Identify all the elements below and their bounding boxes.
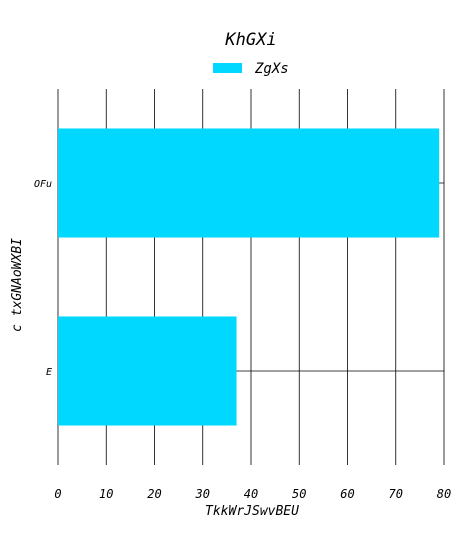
y-category-label-1: E xyxy=(46,367,52,378)
legend-label: ZgXs xyxy=(254,61,289,77)
bars xyxy=(58,128,440,426)
x-tick-label-20: 20 xyxy=(147,487,161,501)
x-tick-label-60: 60 xyxy=(340,487,354,501)
x-tick-label-0: 0 xyxy=(54,487,61,501)
x-axis-label: TkkWrJSwvBEU xyxy=(205,504,299,519)
x-ticks: 0 10 20 30 40 50 60 70 80 xyxy=(54,487,451,501)
x-tick-label-30: 30 xyxy=(195,487,210,501)
x-tick-label-40: 40 xyxy=(244,487,258,501)
x-tick-label-70: 70 xyxy=(389,487,403,501)
x-tick-label-80: 80 xyxy=(437,487,451,501)
y-categories: OFu E xyxy=(34,179,52,378)
x-tick-label-10: 10 xyxy=(99,487,113,501)
x-tick-label-50: 50 xyxy=(292,487,306,501)
y-category-label-0: OFu xyxy=(34,179,52,190)
y-axis-label: c txGNAoWXBI xyxy=(10,238,25,332)
bar-E xyxy=(58,316,237,426)
legend-swatch xyxy=(213,63,242,73)
chart-title: KhGXi xyxy=(224,30,276,50)
bar-OFu xyxy=(58,128,440,238)
